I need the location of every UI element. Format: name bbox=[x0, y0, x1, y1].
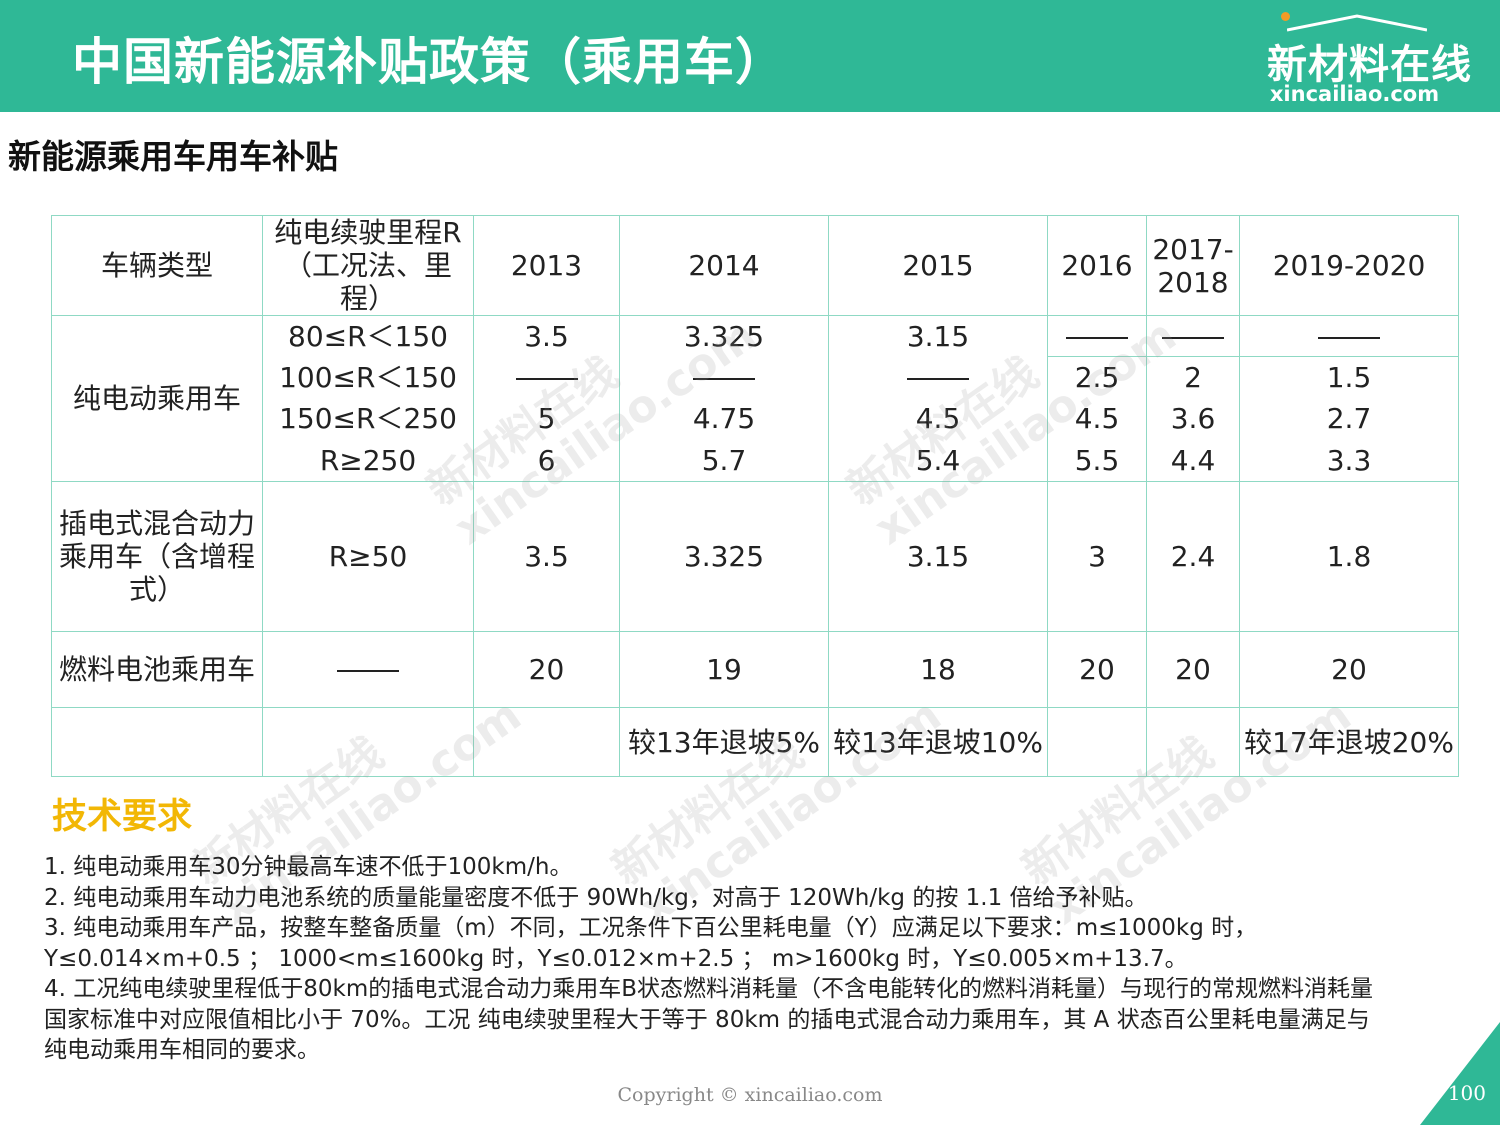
empty-cell bbox=[1146, 707, 1240, 778]
list-item: 4. 工况纯电续驶里程低于80km的插电式混合动力乘用车B状态燃料消耗量（不含电… bbox=[44, 976, 1374, 1063]
phev-range-cell: R≥50 bbox=[262, 481, 474, 633]
table-row: 纯电动乘用车 80≤R＜150 3.5 3.325 3.15 bbox=[51, 315, 1459, 483]
table-notes-row: 较13年退坡5% 较13年退坡10% 较17年退坡20% bbox=[51, 707, 1459, 778]
tech-requirements-title: 技术要求 bbox=[52, 797, 193, 837]
bev-value-cell: 2.5 bbox=[1047, 356, 1147, 398]
bev-label: 纯电动乘用车 bbox=[51, 315, 263, 483]
header-2017-line2: 2018 bbox=[1157, 265, 1229, 299]
table-header-row: 车辆类型 纯电续驶里程R （工况法、里程） 2013 2014 2015 201… bbox=[51, 214, 1459, 317]
dash-cell bbox=[473, 356, 620, 398]
bev-range-cell: 150≤R＜250 bbox=[262, 397, 474, 440]
fcv-label: 燃料电池乘用车 bbox=[51, 631, 263, 709]
page-number: 100 bbox=[1447, 1081, 1486, 1105]
dash-mark bbox=[337, 670, 399, 673]
slide-title: 中国新能源补贴政策（乘用车） bbox=[72, 33, 786, 91]
header-2017-2018: 2017- 2018 bbox=[1146, 214, 1240, 317]
bev-value-cell: 3.6 bbox=[1146, 397, 1240, 440]
phev-value-cell: 1.8 bbox=[1239, 481, 1459, 633]
fcv-value-cell: 20 bbox=[1047, 631, 1147, 709]
bev-value-cell: 3.3 bbox=[1239, 439, 1459, 483]
dash-cell bbox=[619, 356, 829, 398]
dash-cell bbox=[1047, 315, 1147, 358]
subsidy-table: 车辆类型 纯电续驶里程R （工况法、里程） 2013 2014 2015 201… bbox=[51, 214, 1459, 778]
fcv-value-cell: 18 bbox=[828, 631, 1048, 709]
bev-value-cell: 6 bbox=[473, 439, 620, 483]
bev-range-cell: 80≤R＜150 bbox=[262, 315, 474, 357]
phev-value-cell: 3.325 bbox=[619, 481, 829, 633]
dash-mark bbox=[907, 377, 969, 380]
bev-value-cell: 4.5 bbox=[1047, 397, 1147, 440]
dash-mark bbox=[515, 377, 578, 380]
header-2014: 2014 bbox=[619, 214, 829, 317]
list-item: 3. 纯电动乘用车产品，按整车整备质量（m）不同，工况条件下百公里耗电量（Y）应… bbox=[44, 915, 1258, 972]
logo-text-cn: 新材料在线 bbox=[1267, 42, 1472, 88]
note-2019: 较17年退坡20% bbox=[1239, 707, 1459, 778]
phev-value-cell: 3.5 bbox=[473, 481, 620, 633]
phev-value-cell: 3.15 bbox=[828, 481, 1048, 633]
bev-value-cell: 5 bbox=[473, 397, 620, 440]
table-row: 150≤R＜250 5 4.75 4.5 4.5 3.6 2.7 bbox=[52, 397, 1459, 440]
phev-label: 插电式混合动力乘用车（含增程式） bbox=[51, 481, 263, 633]
header-2016: 2016 bbox=[1047, 214, 1147, 317]
header-vehicle-type: 车辆类型 bbox=[51, 214, 263, 317]
header-range-line2: （工况法、里程） bbox=[283, 249, 452, 316]
bev-value-cell: 5.5 bbox=[1047, 439, 1147, 483]
table-row: 插电式混合动力乘用车（含增程式） R≥50 3.5 3.325 3.15 3 2… bbox=[51, 481, 1459, 633]
bev-value-cell: 5.7 bbox=[619, 439, 829, 483]
dash-mark bbox=[1066, 336, 1128, 339]
bev-range-cell: 100≤R＜150 bbox=[262, 356, 474, 398]
bev-value-cell: 1.5 bbox=[1239, 356, 1459, 398]
phev-value-cell: 2.4 bbox=[1146, 481, 1240, 633]
header-bar: 中国新能源补贴政策（乘用车） 新材料在线 xincailiao.com bbox=[0, 0, 1500, 112]
header-range: 纯电续驶里程R （工况法、里程） bbox=[262, 214, 474, 317]
bev-range-cell: R≥250 bbox=[262, 439, 474, 483]
header-2013: 2013 bbox=[473, 214, 620, 317]
note-2014: 较13年退坡5% bbox=[619, 707, 829, 778]
dash-mark bbox=[693, 377, 755, 380]
header-2015: 2015 bbox=[828, 214, 1048, 317]
logo-dot-icon bbox=[1281, 12, 1290, 21]
bev-value-cell: 3.325 bbox=[619, 315, 829, 357]
empty-cell bbox=[51, 707, 263, 778]
brand-logo: 新材料在线 xincailiao.com bbox=[1267, 12, 1472, 106]
tech-requirements-list: 1. 纯电动乘用车30分钟最高车速不低于100km/h。 2. 纯电动乘用车动力… bbox=[44, 852, 1374, 1066]
bev-value-cell: 4.5 bbox=[828, 397, 1048, 440]
bev-value-cell: 2.7 bbox=[1239, 397, 1459, 440]
empty-cell bbox=[473, 707, 620, 778]
header-2017-line1: 2017- bbox=[1152, 232, 1234, 266]
header-2019-2020: 2019-2020 bbox=[1239, 214, 1459, 317]
empty-cell bbox=[1047, 707, 1147, 778]
fcv-value-cell: 20 bbox=[473, 631, 620, 709]
dash-mark bbox=[1162, 336, 1224, 339]
note-2015: 较13年退坡10% bbox=[828, 707, 1048, 778]
dash-cell bbox=[1146, 315, 1240, 358]
logo-text-en: xincailiao.com bbox=[1269, 82, 1440, 106]
header-range-line1: 纯电续驶里程R bbox=[274, 216, 462, 249]
table-row: 100≤R＜150 2.5 2 1.5 bbox=[52, 356, 1459, 398]
fcv-value-cell: 20 bbox=[1146, 631, 1240, 709]
phev-value-cell: 3 bbox=[1047, 481, 1147, 633]
dash-cell bbox=[1239, 315, 1459, 358]
logo-roof-icon bbox=[1287, 14, 1427, 32]
list-item: 1. 纯电动乘用车30分钟最高车速不低于100km/h。 bbox=[44, 854, 573, 880]
dash-cell bbox=[828, 356, 1048, 398]
corner-triangle-icon bbox=[1420, 1022, 1500, 1125]
bev-value-cell: 4.75 bbox=[619, 397, 829, 440]
bev-value-cell: 5.4 bbox=[828, 439, 1048, 483]
section-title: 新能源乘用车用车补贴 bbox=[8, 137, 338, 176]
fcv-value-cell: 20 bbox=[1239, 631, 1459, 709]
empty-cell bbox=[262, 707, 474, 778]
bev-value-cell: 3.5 bbox=[473, 315, 620, 357]
dash-cell bbox=[262, 631, 474, 709]
table-row: 燃料电池乘用车 20 19 18 20 20 20 bbox=[51, 631, 1459, 709]
dash-mark bbox=[1318, 336, 1380, 339]
bev-value-cell: 4.4 bbox=[1146, 439, 1240, 483]
bev-value-cell: 3.15 bbox=[828, 315, 1048, 357]
list-item: 2. 纯电动乘用车动力电池系统的质量能量密度不低于 90Wh/kg，对高于 12… bbox=[44, 884, 1148, 911]
bev-value-cell: 2 bbox=[1146, 356, 1240, 398]
copyright-text: Copyright © xincailiao.com bbox=[617, 1084, 883, 1106]
fcv-value-cell: 19 bbox=[619, 631, 829, 709]
table-row: R≥250 6 5.7 5.4 5.5 4.4 3.3 bbox=[52, 439, 1459, 483]
